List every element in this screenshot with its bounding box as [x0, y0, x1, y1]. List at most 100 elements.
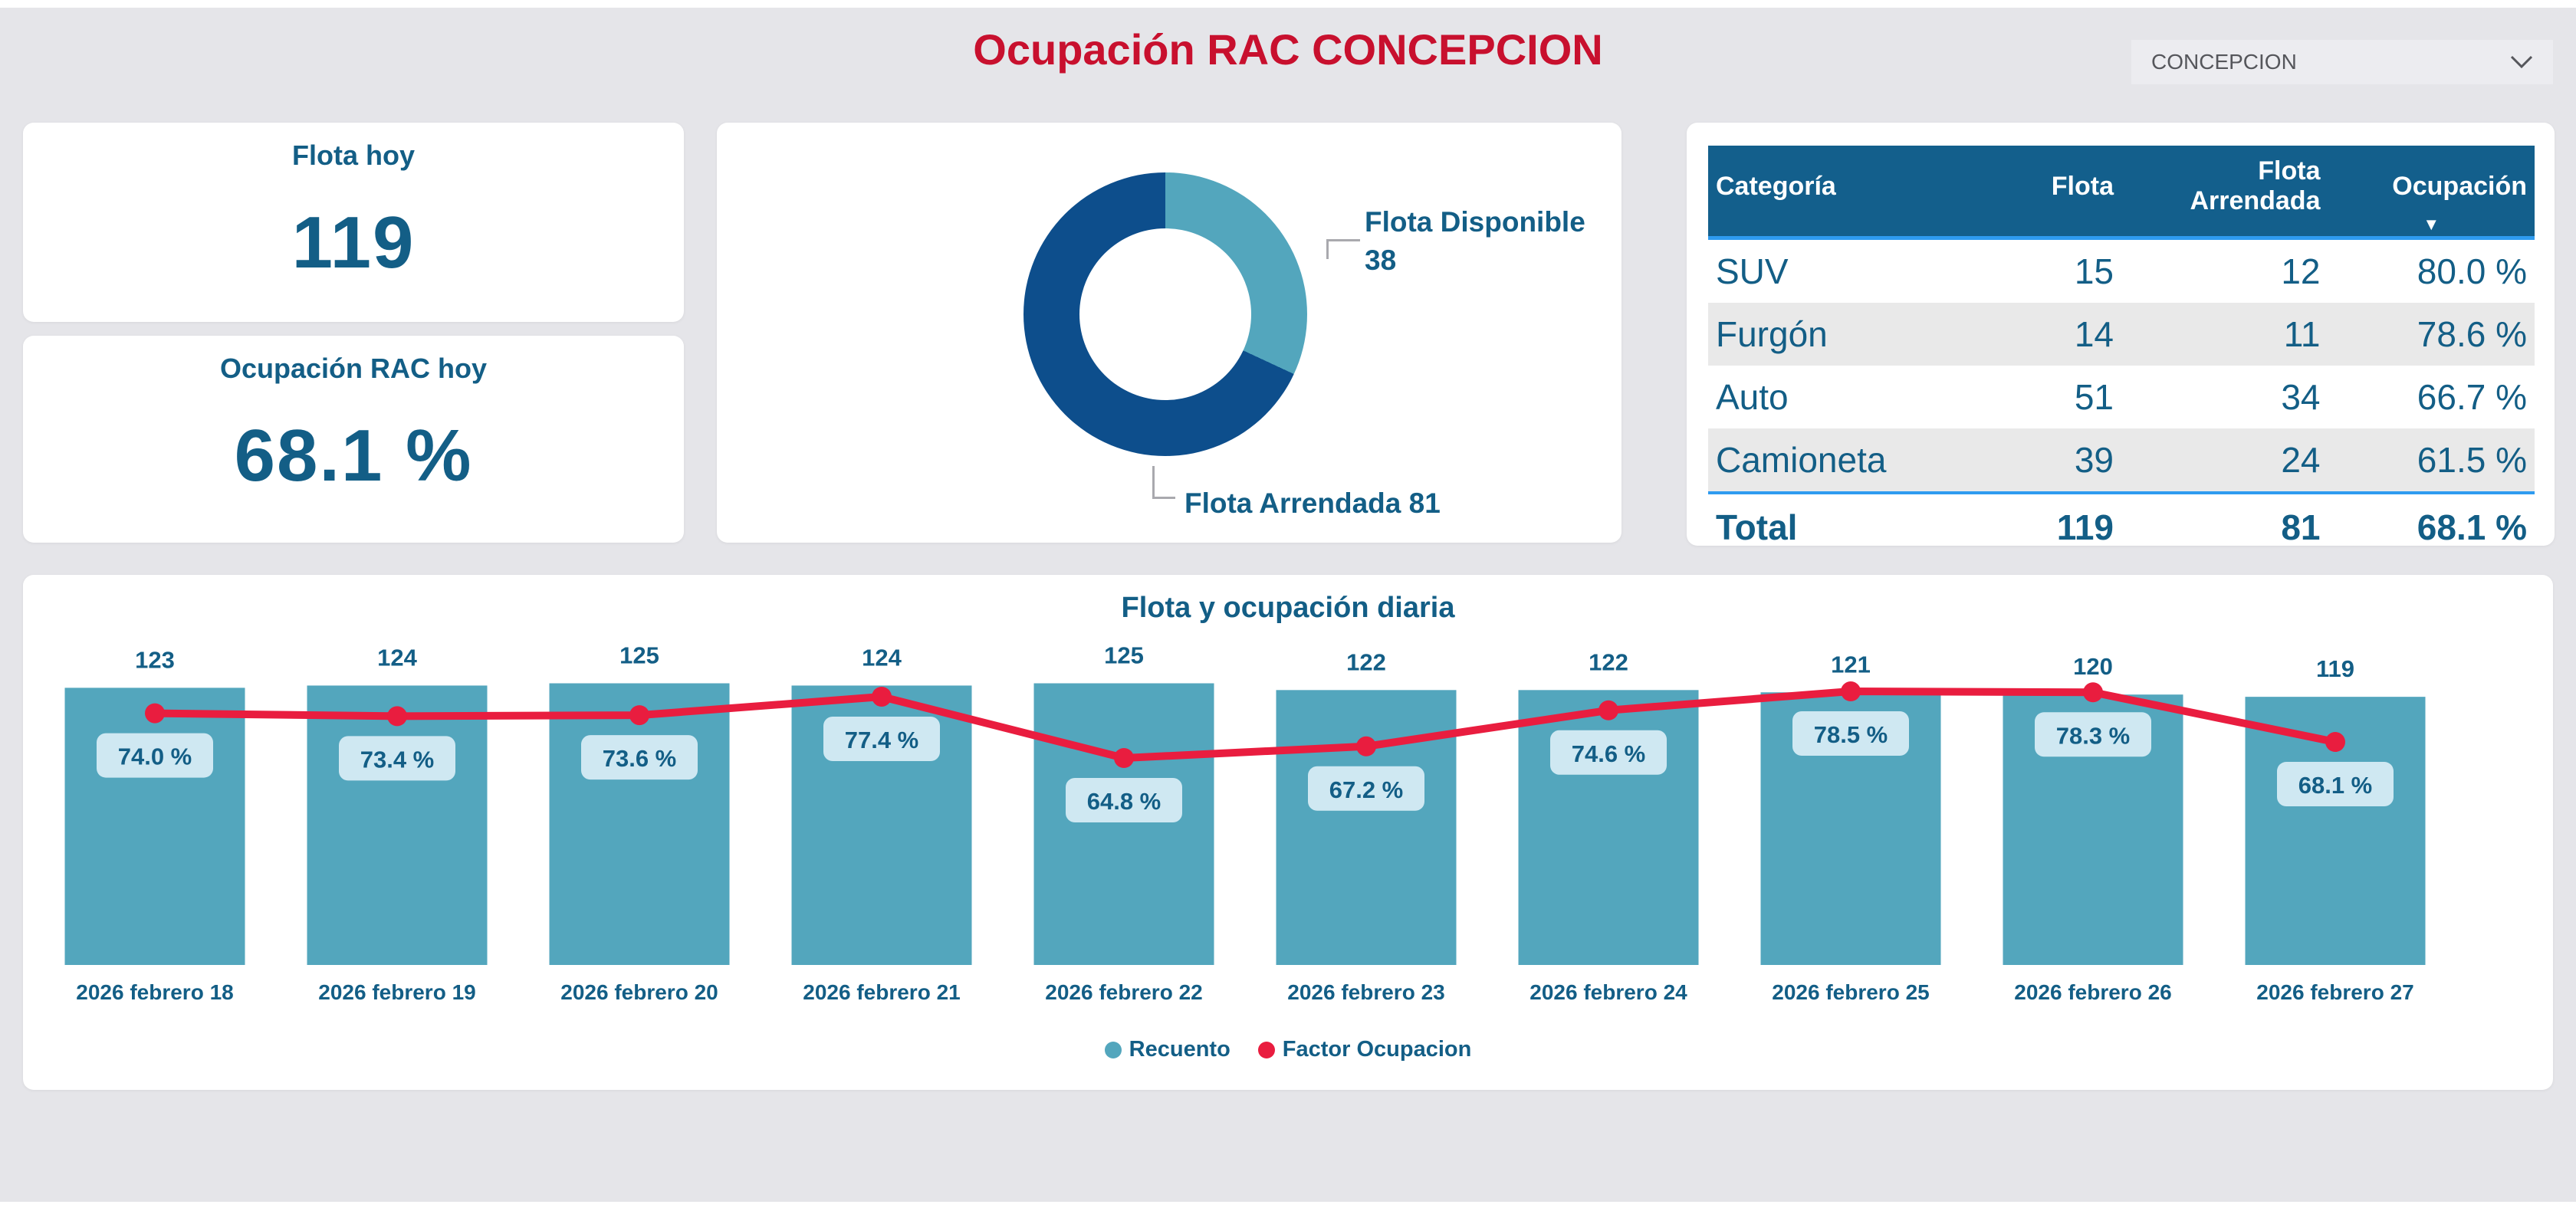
kpi-card-flota-hoy: Flota hoy 119: [23, 123, 684, 322]
bar-value-label: 124: [377, 644, 417, 671]
pct-label-chip: [1308, 766, 1424, 811]
x-axis-label: 2026 febrero 27: [2256, 980, 2413, 1004]
bar-value-label: 124: [862, 644, 902, 671]
category-cell: Auto: [1716, 377, 1789, 417]
column-header-2[interactable]: Flota Arrendada: [2121, 146, 2328, 240]
pct-label-chip: [97, 733, 213, 778]
line-point[interactable]: [629, 705, 649, 726]
pct-label: 64.8 %: [1087, 788, 1162, 815]
category-table: Categoría Flota Flota Arrendada Ocupación ▼ …: [1708, 146, 2535, 560]
column-header-0[interactable]: Categoría: [1708, 146, 1915, 240]
pct-label-chip: [339, 736, 455, 781]
bar-value-label: 121: [1831, 651, 1871, 678]
x-axis-label: 2026 febrero 18: [76, 980, 233, 1004]
combo-chart-plot: 123 2026 febrero 18 124 2026 febrero 19 125 2…: [64, 642, 2426, 1004]
column-header-3[interactable]: Ocupación ▼: [2328, 146, 2535, 240]
bar-value-label: 120: [2073, 653, 2113, 680]
table-row[interactable]: SUV 15 12 80.0 %: [1708, 238, 2535, 304]
pct-label-chip: [2035, 712, 2151, 757]
pct-label-chip: [1066, 778, 1182, 822]
bar-value-label: 122: [1589, 648, 1628, 675]
pct-label: 77.4 %: [845, 727, 919, 753]
bar-value-label: 122: [1346, 648, 1386, 675]
total-cell: 68.1 %: [2328, 491, 2535, 560]
region-selector[interactable]: CONCEPCION: [2131, 40, 2553, 84]
line-point[interactable]: [387, 706, 407, 727]
pct-label: 78.5 %: [1814, 721, 1888, 748]
chevron-down-icon: [2510, 55, 2533, 69]
legend-dot-icon: [1257, 1041, 1275, 1058]
pct-label: 74.0 %: [118, 743, 192, 770]
label-connector: [1326, 239, 1360, 241]
category-table-card: Categoría Flota Flota Arrendada Ocupación ▼ …: [1687, 123, 2555, 560]
line-point[interactable]: [1598, 700, 1618, 720]
region-selector-value: CONCEPCION: [2151, 50, 2297, 74]
page-title: Ocupación RAC CONCEPCION: [973, 25, 1603, 74]
category-cell: SUV: [1716, 251, 1789, 291]
value-cell: 15: [2074, 251, 2114, 291]
category-cell: Furgón: [1716, 314, 1828, 354]
legend-label: Factor Ocupacion: [1282, 1037, 1472, 1062]
bar-2026 febrero 23[interactable]: [1276, 690, 1457, 965]
donut-hole: [1079, 228, 1251, 400]
x-axis-label: 2026 febrero 19: [318, 980, 475, 1004]
x-axis-label: 2026 febrero 23: [1287, 980, 1444, 1004]
donut-chart-card: Flota Disponible 38 Flota Arrendada 81: [717, 123, 1622, 543]
category-cell: Camioneta: [1716, 440, 1887, 480]
bar-value-label: 125: [619, 642, 659, 669]
total-cell: 81: [2121, 491, 2328, 560]
pct-label-chip: [1550, 730, 1667, 775]
occupancy-line: [154, 688, 2337, 762]
bar-2026 febrero 22[interactable]: [1033, 683, 1214, 966]
kpi-card-ocupacion-hoy: Ocupación RAC hoy 68.1 %: [23, 336, 684, 543]
bar-value-label: 119: [2316, 655, 2354, 682]
legend-item-factor-ocupacion[interactable]: Factor Ocupacion: [1257, 1037, 1472, 1062]
line-point[interactable]: [1841, 681, 1861, 702]
sort-descending-icon: ▼: [2423, 215, 2440, 234]
table-row[interactable]: Furgón 14 11 78.6 %: [1708, 303, 2535, 366]
bar-2026 febrero 19[interactable]: [307, 685, 488, 965]
donut-label-disponible: Flota Disponible 38: [1365, 206, 1585, 276]
kpi-title: Ocupación RAC hoy: [219, 353, 488, 384]
value-cell: 51: [2074, 377, 2114, 417]
line-point[interactable]: [1114, 748, 1134, 768]
daily-combo-chart-card: Flota y ocupación diaria 123 2026 febrero…: [23, 575, 2553, 1090]
total-cell: Total: [1708, 491, 1915, 560]
line-point[interactable]: [145, 703, 165, 724]
label-connector: [1152, 466, 1155, 497]
column-header-1[interactable]: Flota: [1914, 146, 2121, 240]
label-connector: [1326, 239, 1329, 259]
table-total-row: Total 119 81 68.1 %: [1708, 491, 2535, 560]
x-axis-label: 2026 febrero 22: [1045, 980, 1202, 1004]
pct-label-chip: [823, 716, 940, 761]
value-cell: 78.6 %: [2417, 314, 2527, 354]
pct-label-chip: [581, 735, 698, 780]
table-row[interactable]: Camioneta 39 24 61.5 %: [1708, 428, 2535, 493]
pct-label: 67.2 %: [1329, 776, 1404, 803]
value-cell: 39: [2074, 440, 2114, 480]
pct-label: 73.4 %: [360, 746, 435, 773]
total-cell: 119: [1914, 491, 2121, 560]
bar-2026 febrero 20[interactable]: [549, 683, 730, 966]
dashboard-canvas: Ocupación RAC CONCEPCION CONCEPCION Flot…: [0, 8, 2576, 1202]
pct-label: 68.1 %: [2298, 772, 2373, 799]
value-cell: 12: [2281, 251, 2321, 291]
kpi-title: Flota hoy: [292, 139, 415, 171]
x-axis-label: 2026 febrero 26: [2014, 980, 2171, 1004]
table-row[interactable]: Auto 51 34 66.7 %: [1708, 366, 2535, 428]
table-header[interactable]: Categoría Flota Flota Arrendada Ocupación ▼: [1708, 146, 2535, 240]
x-axis-label: 2026 febrero 20: [560, 980, 718, 1004]
bar-value-label: 125: [1104, 642, 1144, 669]
chart-legend: Recuento Factor Ocupacion: [23, 1037, 2553, 1062]
value-cell: 80.0 %: [2417, 251, 2527, 291]
pct-label: 78.3 %: [2056, 722, 2131, 749]
line-point[interactable]: [2325, 732, 2345, 753]
legend-item-recuento[interactable]: Recuento: [1104, 1037, 1230, 1062]
bar-2026 febrero 18[interactable]: [64, 688, 245, 965]
line-point[interactable]: [2083, 682, 2103, 703]
line-point[interactable]: [872, 686, 892, 707]
legend-label: Recuento: [1129, 1037, 1230, 1062]
kpi-value: 68.1 %: [234, 415, 473, 497]
line-point[interactable]: [1356, 736, 1376, 756]
value-cell: 66.7 %: [2417, 377, 2527, 417]
